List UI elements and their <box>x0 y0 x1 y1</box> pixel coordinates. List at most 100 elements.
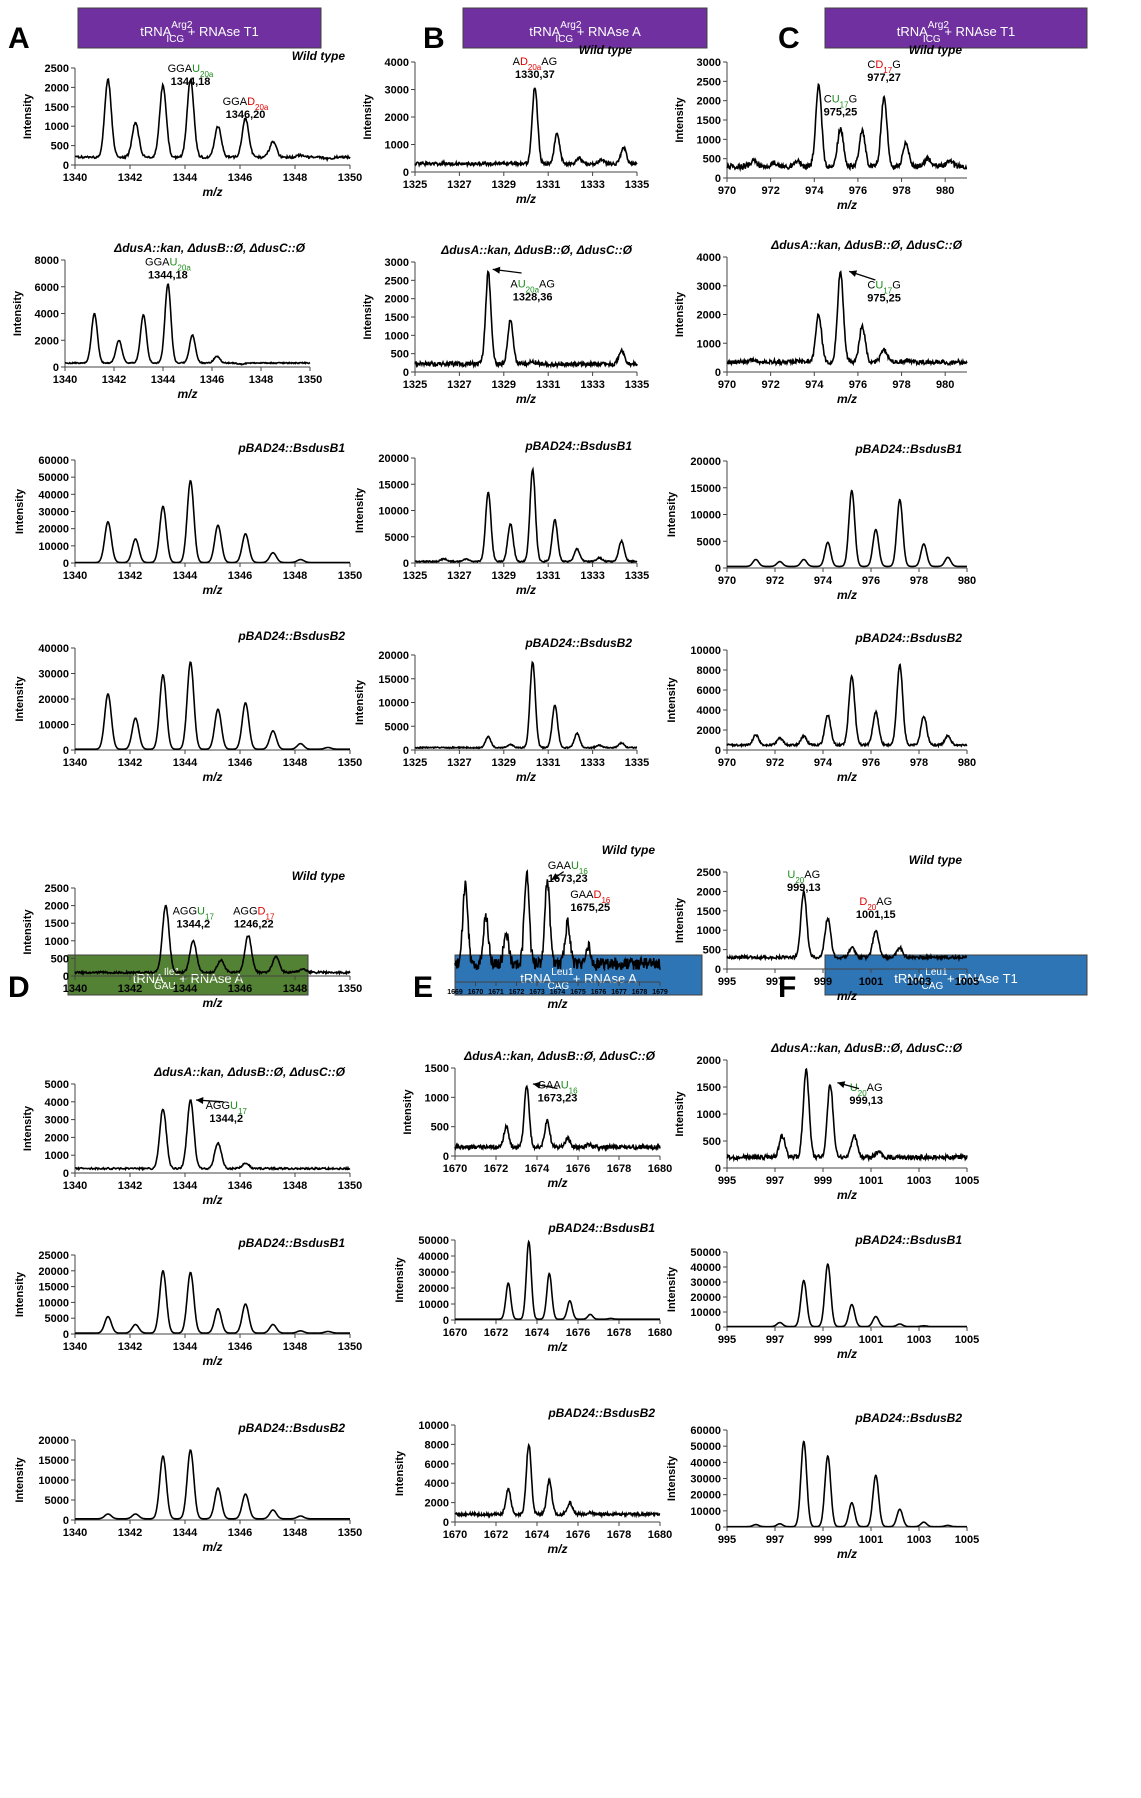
panel-header-box <box>824 7 1088 49</box>
x-tick-label: 1346 <box>228 1341 252 1353</box>
y-tick-label: 1000 <box>697 134 721 146</box>
peak-sequence-label: CD17G <box>867 59 900 75</box>
y-tick-label: 0 <box>63 1168 69 1180</box>
x-tick-label: 1340 <box>63 1341 87 1353</box>
x-tick-label: 1675 <box>570 989 586 996</box>
x-tick-label: 1003 <box>907 1534 931 1546</box>
condition-label: ΔdusA::kan, ΔdusB::Ø, ΔdusC::Ø <box>463 1049 655 1063</box>
y-tick-label: 0 <box>403 558 409 570</box>
y-tick-label: 0 <box>443 1151 449 1163</box>
x-tick-label: 1325 <box>403 379 427 391</box>
panel-letter-E: E <box>413 971 433 1004</box>
spectrum-panel-A3: 0 10000 20000 30000 40000 50000 60000 Intensity… <box>14 441 362 597</box>
x-tick-label: 1344 <box>173 1341 198 1353</box>
peak-sequence-label: CU17G <box>824 94 857 110</box>
y-tick-label: 0 <box>715 173 721 185</box>
y-axis-label: Intensity <box>666 1266 678 1312</box>
x-tick-label: 997 <box>766 1534 784 1546</box>
y-tick-label: 2500 <box>45 883 69 895</box>
y-tick-label: 1500 <box>425 1063 449 1075</box>
x-tick-label: 1342 <box>118 983 142 995</box>
x-tick-label: 1680 <box>648 1327 672 1339</box>
x-axis-label: m/z <box>516 583 536 597</box>
peak-mass-label: 1675,25 <box>570 902 610 914</box>
x-tick-label: 1331 <box>536 757 560 769</box>
x-axis-label: m/z <box>202 185 222 199</box>
y-tick-label: 2000 <box>45 1132 69 1144</box>
y-tick-label: 10000 <box>690 1307 721 1319</box>
x-tick-label: 980 <box>958 575 976 587</box>
peak-mass-label: 1344,18 <box>171 76 211 88</box>
spectrum-panel-B2: 0 500 1000 1500 2000 2500 3000 Intensity 1325 132… <box>362 243 649 406</box>
x-tick-label: 1342 <box>102 374 126 386</box>
x-tick-label: 1344 <box>173 1180 198 1192</box>
x-tick-label: 1001 <box>859 976 883 988</box>
y-axis-label: Intensity <box>362 294 374 340</box>
x-tick-label: 1344 <box>173 570 198 582</box>
spectrum-line <box>726 270 968 367</box>
y-tick-label: 0 <box>53 362 59 374</box>
x-tick-label: 995 <box>718 1175 736 1187</box>
y-axis-label: Intensity <box>674 1091 686 1137</box>
x-tick-label: 1346 <box>228 172 252 184</box>
x-tick-label: 1333 <box>580 757 604 769</box>
x-tick-label: 1672 <box>484 1163 508 1175</box>
spectrum-line <box>75 1449 350 1520</box>
x-tick-label: 974 <box>814 575 833 587</box>
x-tick-label: 1670 <box>443 1163 467 1175</box>
spectrum-line <box>454 869 661 972</box>
y-tick-label: 4000 <box>35 309 59 321</box>
spectrum-line <box>726 82 968 173</box>
x-axis-label: m/z <box>202 583 222 597</box>
y-tick-label: 1500 <box>697 906 721 918</box>
x-tick-label: 1342 <box>118 1180 142 1192</box>
x-tick-label: 1335 <box>625 379 649 391</box>
x-tick-label: 1678 <box>607 1529 631 1541</box>
y-tick-label: 2000 <box>697 886 721 898</box>
y-tick-label: 5000 <box>697 536 721 548</box>
x-tick-label: 978 <box>892 185 910 197</box>
y-tick-label: 20000 <box>418 1283 449 1295</box>
x-tick-label: 995 <box>718 976 736 988</box>
y-tick-label: 1500 <box>697 115 721 127</box>
spectrum-panel-F2: 0 500 1000 1500 2000 Intensity 995 997 999 1001 10… <box>674 1041 979 1202</box>
spectrum-panel-C2: 0 1000 2000 3000 4000 Intensity 970 972 974 976 97… <box>674 238 968 406</box>
x-tick-label: 1329 <box>492 757 516 769</box>
y-tick-label: 10000 <box>690 645 721 657</box>
x-tick-label: 1680 <box>648 1529 672 1541</box>
y-tick-label: 6000 <box>425 1459 449 1471</box>
x-tick-label: 1346 <box>200 374 224 386</box>
x-tick-label: 1673 <box>529 989 545 996</box>
x-tick-label: 1331 <box>536 570 560 582</box>
y-tick-label: 500 <box>703 945 721 957</box>
y-tick-label: 0 <box>403 745 409 757</box>
x-axis-label: m/z <box>837 770 857 784</box>
peak-mass-label: 1344,18 <box>148 269 188 281</box>
y-tick-label: 5000 <box>385 532 409 544</box>
y-tick-label: 20000 <box>378 650 409 662</box>
peak-sequence-label: GGAU20a <box>145 256 191 272</box>
y-tick-label: 1000 <box>425 1092 449 1104</box>
peak-mass-label: 1330,37 <box>515 69 555 81</box>
y-tick-label: 1000 <box>697 1109 721 1121</box>
peak-sequence-label: GAAU16 <box>548 860 589 876</box>
spectrum-line <box>414 660 638 750</box>
x-tick-label: 1327 <box>447 379 471 391</box>
x-axis-label: m/z <box>202 1540 222 1554</box>
y-tick-label: 4000 <box>45 1097 69 1109</box>
x-tick-label: 1348 <box>283 983 307 995</box>
y-tick-label: 3000 <box>385 257 409 269</box>
condition-label: ΔdusA::kan, ΔdusB::Ø, ΔdusC::Ø <box>113 241 305 255</box>
condition-label: ΔdusA::kan, ΔdusB::Ø, ΔdusC::Ø <box>770 238 962 252</box>
x-tick-label: 972 <box>766 757 784 769</box>
condition-label: pBAD24::BsdusB1 <box>237 1236 345 1250</box>
y-tick-label: 6000 <box>35 282 59 294</box>
x-tick-label: 1340 <box>53 374 77 386</box>
y-tick-label: 5000 <box>45 1313 69 1325</box>
y-tick-label: 10000 <box>418 1299 449 1311</box>
x-tick-label: 997 <box>766 1334 784 1346</box>
y-tick-label: 30000 <box>38 669 69 681</box>
x-tick-label: 999 <box>814 976 832 988</box>
panel-header-title: tRNAArg2 ICG + RNAse T1 <box>140 20 259 45</box>
y-tick-label: 15000 <box>378 674 409 686</box>
